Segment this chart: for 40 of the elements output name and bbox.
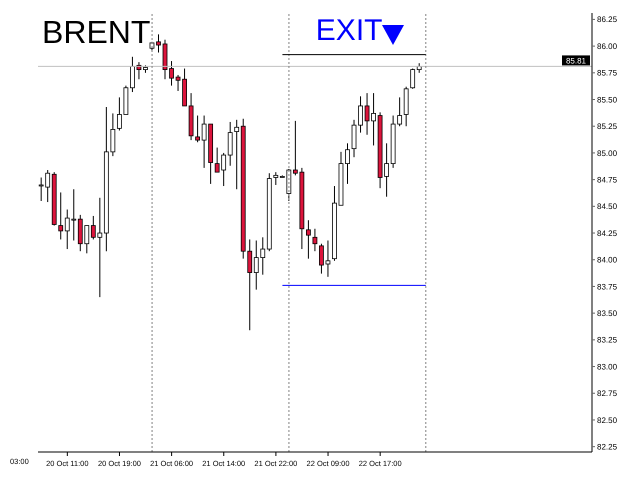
candlestick [247,238,252,331]
y-tick-label: 83.75 [597,282,618,292]
candlestick [38,176,44,202]
y-tick-label: 84.00 [597,256,618,265]
y-tick-label: 85.50 [597,95,618,104]
y-tick-label: 82.50 [597,416,618,425]
y-tick-label: 86.00 [597,42,618,51]
y-tick-label: 82.25 [597,442,618,452]
candlestick [71,188,76,242]
candlestick [64,209,70,250]
candlestick [110,112,116,157]
y-tick-label: 86.25 [597,15,618,24]
candlestick [214,147,220,173]
y-tick-label: 83.50 [597,308,618,318]
y-tick-label: 83.25 [597,336,618,345]
y-tick-label: 85.00 [597,148,618,158]
y-tick-label: 84.50 [597,202,618,212]
candlestick [90,215,96,240]
candlestick [234,119,240,190]
candlestick [273,172,278,186]
candlestick [306,220,311,260]
annotation: EXIT [316,14,382,48]
y-tick-label: 83.00 [597,362,618,372]
candlestick [312,228,318,252]
y-tick-label: 85.75 [597,68,618,78]
candlestick [58,192,64,240]
ref-line-label: 85.81 [566,56,587,66]
chart-title: BRENT [42,14,150,50]
candlestick [254,240,259,290]
candlestick [228,121,233,166]
y-tick-label: 84.75 [597,175,618,184]
candlestick [97,197,102,298]
y-tick-label: 85.25 [597,122,618,132]
candlestick [410,68,416,90]
y-tick-label: 82.75 [597,389,618,398]
candlestick [45,170,50,203]
candlestick [84,225,90,254]
candlestick [260,236,266,276]
y-tick-label: 84.25 [597,228,618,238]
candlestick [221,152,226,187]
